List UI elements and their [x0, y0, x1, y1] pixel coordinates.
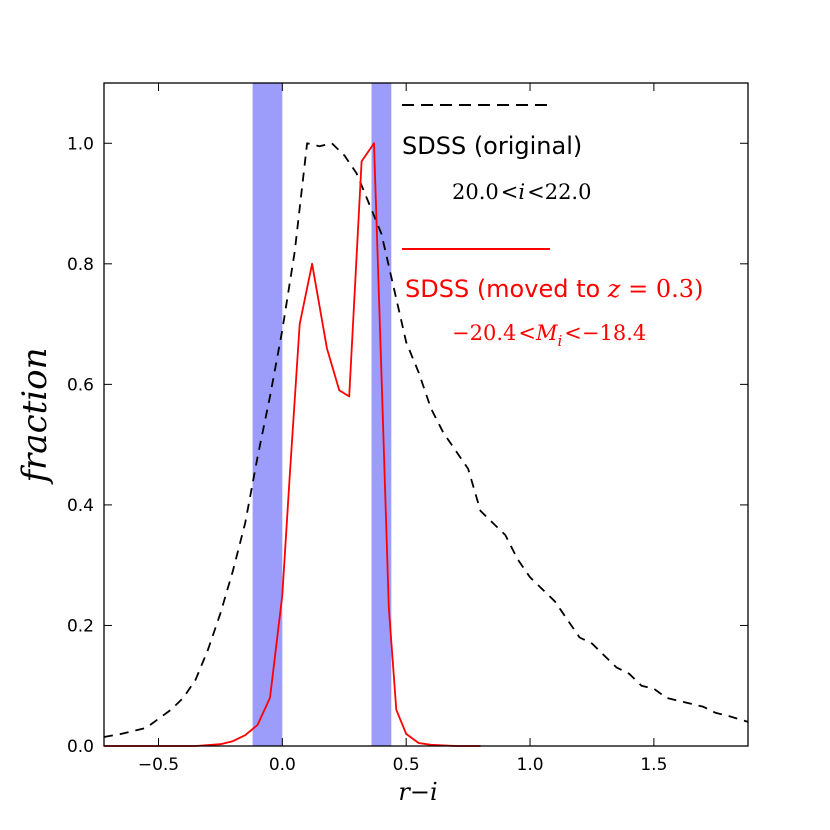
x-tick-label: 0.5: [393, 755, 420, 775]
legend-moved-lower: −20.4: [452, 321, 516, 345]
legend: SDSS (original) 20.0<i<22.0 SDSS (moved …: [402, 104, 703, 350]
legend-label-original: SDSS (original): [402, 132, 582, 160]
series-line-moved: [104, 142, 481, 747]
shaded-band-2: [371, 83, 392, 746]
x-tick-label: 1.5: [640, 755, 667, 775]
y-tick-label: 0.8: [67, 255, 94, 275]
legend-moved-lt2: <: [564, 321, 582, 345]
x-tick-label: 1.0: [517, 755, 544, 775]
y-tick-label: 0.6: [67, 375, 94, 395]
shaded-band-1: [252, 83, 283, 746]
x-axis-label: r−i: [398, 778, 437, 806]
y-tick-label: 0.2: [67, 616, 94, 636]
legend-moved-upper: −18.4: [582, 321, 646, 345]
legend-original-lt2: <: [527, 180, 545, 204]
legend-range-original: 20.0<i<22.0: [452, 180, 591, 204]
legend-label-moved: SDSS (moved to z = 0.3): [405, 275, 703, 303]
legend-original-lt1: <: [501, 180, 519, 204]
shaded-bands: [252, 83, 392, 746]
legend-original-lower: 20.0: [452, 180, 499, 204]
legend-original-upper: 22.0: [545, 180, 592, 204]
series-layer: [103, 142, 749, 747]
y-tick-label: 1.0: [67, 134, 94, 154]
legend-moved-range-sub: i: [557, 332, 562, 350]
legend-moved-lt1: <: [518, 321, 536, 345]
y-tick-label: 0.0: [67, 737, 94, 757]
legend-moved-prefix: SDSS (moved to: [405, 275, 608, 303]
y-axis-label: fraction: [15, 347, 55, 485]
plot-frame: [103, 82, 749, 747]
x-tick-label: 0.0: [269, 755, 296, 775]
axis-ticks: −0.5 0.0 0.5 1.0 1.5 0.0 0.2 0.4 0.6 0.8 1.0: [67, 83, 748, 775]
legend-range-moved: −20.4<Mi<−18.4: [452, 321, 646, 350]
legend-moved-var: z: [607, 275, 621, 303]
y-tick-label: 0.4: [67, 496, 94, 516]
legend-moved-range-var: M: [535, 321, 558, 345]
legend-original-var: i: [518, 180, 525, 204]
legend-moved-eq: = 0.3): [620, 275, 703, 303]
x-tick-label: −0.5: [138, 755, 179, 775]
